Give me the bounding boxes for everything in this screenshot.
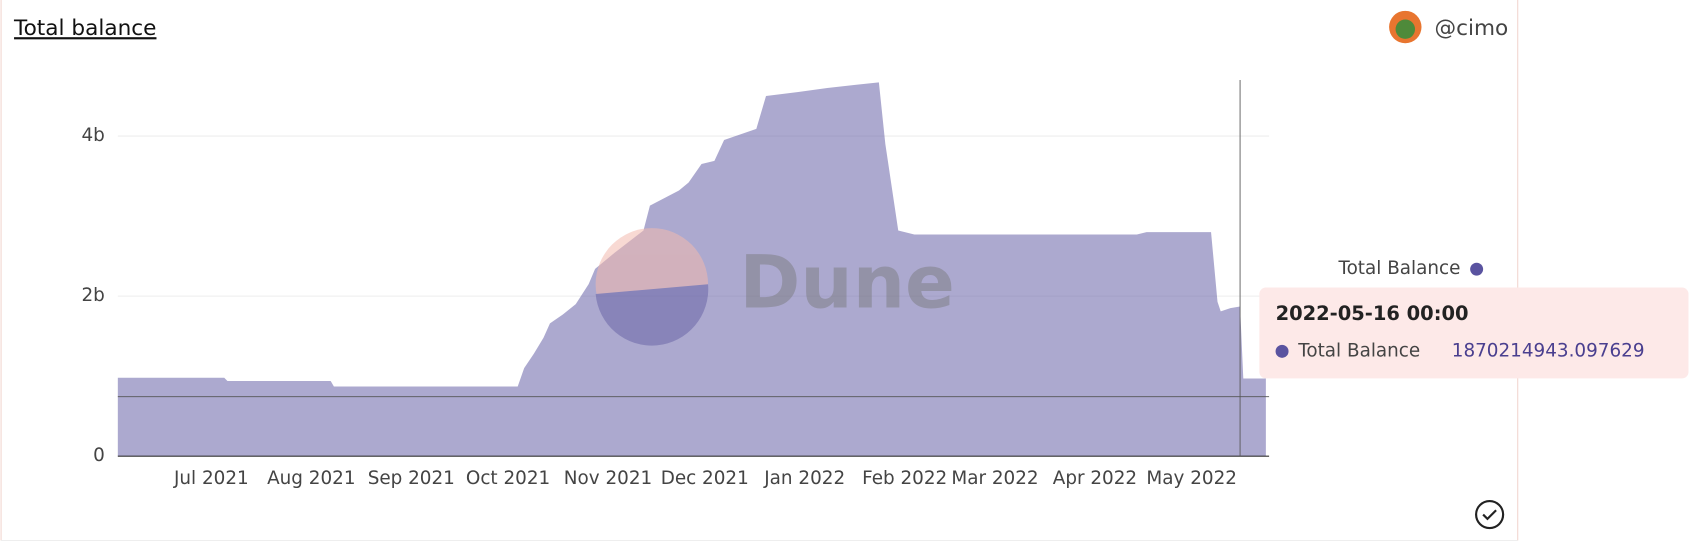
tooltip-swatch bbox=[1275, 344, 1289, 358]
author[interactable]: @cimo bbox=[1434, 16, 1508, 41]
tooltip-value: 1870214943.097629 bbox=[1452, 340, 1645, 361]
x-tick-label: Mar 2022 bbox=[951, 468, 1038, 489]
tooltip-series: Total Balance bbox=[1297, 340, 1420, 361]
check-icon bbox=[1482, 509, 1497, 521]
tooltip-box bbox=[1259, 287, 1689, 379]
tooltip-title: 2022-05-16 00:00 bbox=[1276, 302, 1469, 325]
y-tick-label: 2b bbox=[82, 285, 105, 306]
legend-swatch bbox=[1470, 262, 1484, 276]
x-tick-label: Sep 2021 bbox=[368, 468, 455, 489]
watermark-text: Dune bbox=[739, 241, 955, 326]
x-tick-label: Nov 2021 bbox=[564, 468, 652, 489]
chart-title[interactable]: Total balance bbox=[13, 16, 156, 41]
x-tick-label: Jul 2021 bbox=[173, 468, 249, 489]
x-tick-label: Apr 2022 bbox=[1053, 468, 1137, 489]
legend-label[interactable]: Total Balance bbox=[1337, 258, 1460, 279]
avatar[interactable] bbox=[1389, 10, 1422, 44]
watermark bbox=[595, 228, 709, 346]
y-tick-label: 0 bbox=[93, 445, 105, 466]
watermark-logo bbox=[595, 284, 709, 346]
check-icon[interactable] bbox=[1475, 499, 1505, 530]
x-tick-label: Feb 2022 bbox=[862, 468, 947, 489]
x-tick-label: Oct 2021 bbox=[466, 468, 550, 489]
x-tick-label: Dec 2021 bbox=[661, 468, 749, 489]
x-tick-label: May 2022 bbox=[1146, 468, 1237, 489]
x-tick-label: Aug 2021 bbox=[267, 468, 355, 489]
y-tick-label: 4b bbox=[82, 125, 105, 146]
avatar-face bbox=[1395, 19, 1416, 39]
tooltip: 2022-05-16 00:00 Total Balance 1870214943.… bbox=[1259, 287, 1689, 379]
x-tick-label: Jan 2022 bbox=[763, 468, 845, 489]
